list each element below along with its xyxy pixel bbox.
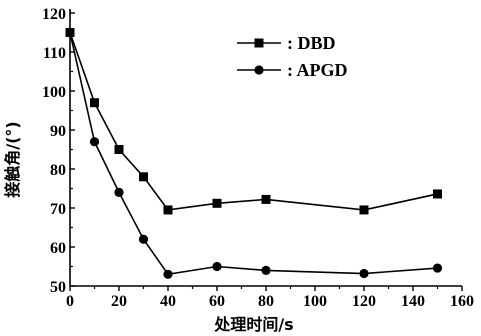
x-tick-label: 100 [303,293,327,310]
data-point [114,187,124,197]
legend-marker [254,38,264,48]
data-point [261,194,271,204]
x-tick-label: 60 [209,293,225,310]
data-point [163,205,173,215]
x-tick-label: 20 [111,293,127,310]
data-point [433,189,442,199]
x-axis-title: 处理时间/s [213,315,293,334]
y-tick-label: 100 [42,84,66,101]
data-point [212,198,222,208]
x-tick-label: 0 [66,293,74,310]
data-point [212,261,222,272]
data-point [65,27,75,38]
y-axis-title: 接触角/(°) [3,121,22,197]
x-tick-label: 80 [258,293,274,310]
legend-entry: : DBD [237,33,336,53]
data-point [90,98,99,108]
y-tick-label: 50 [50,279,66,296]
series-dbd [65,28,442,215]
series-line [69,32,438,276]
x-tick-label: 140 [401,293,425,310]
axes: 0 20 40 60 80 100 120 140 160 50 60 70 80 90 100 110 120 [42,6,474,310]
legend-entry: : APGD [237,60,348,80]
y-tick-label: 110 [43,45,66,62]
series-line [69,32,438,211]
series-apgd [65,27,443,279]
x-tick-label: 40 [160,293,176,310]
y-tick-label: 70 [50,201,66,218]
data-point [89,137,100,147]
series-group [65,27,443,279]
legend: : DBD : APGD [237,33,348,80]
data-point [139,172,148,182]
y-tick-label: 60 [50,240,66,257]
legend-label: : DBD [287,33,336,53]
legend-label: : APGD [287,60,348,80]
data-point [138,234,149,244]
data-point [432,263,443,273]
data-point [359,205,369,215]
y-tick-label: 80 [50,162,66,179]
y-tick-label: 120 [42,6,66,23]
data-point [114,145,124,154]
y-tick-label: 90 [50,123,66,140]
x-tick-label: 160 [450,293,474,310]
data-point [163,269,173,279]
data-point [261,265,271,275]
x-tick-label: 120 [352,293,376,310]
legend-marker [254,65,264,75]
data-point [359,268,369,279]
